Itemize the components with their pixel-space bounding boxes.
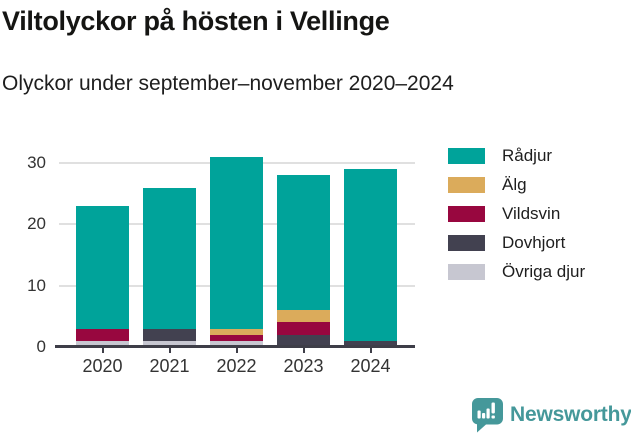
bar-chart-speech-bubble-icon	[472, 398, 503, 433]
bar-segment-2020-Rådjur	[76, 205, 129, 329]
bar-segment-2022-Rådjur	[210, 156, 263, 329]
y-tick-label: 0	[36, 337, 46, 356]
brand-name: Newsworthy	[510, 403, 631, 426]
x-tick-label: 2020	[82, 356, 123, 376]
x-axis-tick	[168, 348, 171, 353]
x-tick-label: 2023	[283, 356, 324, 376]
x-axis-tick	[101, 348, 104, 353]
legend-label: Älg	[502, 175, 527, 194]
legend-swatch	[448, 206, 485, 222]
legend-swatch	[448, 235, 485, 251]
legend-item-Älg: Älg	[448, 175, 585, 194]
bar-segment-2022-Vildsvin	[210, 334, 263, 341]
legend-label: Rådjur	[502, 146, 553, 165]
legend-item-Övriga djur: Övriga djur	[448, 262, 586, 281]
legend-label: Övriga djur	[502, 262, 586, 281]
chart-title: Viltolyckor på hösten i Vellinge	[2, 6, 390, 36]
legend-swatch	[448, 148, 485, 164]
bar-segment-2022-Övriga djur	[210, 340, 263, 347]
legend-swatch	[448, 264, 485, 280]
x-tick-label: 2021	[149, 356, 190, 376]
bar-segment-2023-Dovhjort	[277, 334, 330, 347]
x-tick-label: 2024	[350, 356, 391, 376]
newsworthy-logo: Newsworthy	[472, 398, 631, 433]
chart-subtitle: Olyckor under september–november 2020–20…	[2, 72, 454, 95]
legend-item-Rådjur: Rådjur	[448, 146, 585, 165]
legend-item-Dovhjort: Dovhjort	[448, 233, 585, 252]
x-axis-tick	[302, 348, 305, 353]
bar-segment-2020-Övriga djur	[76, 340, 129, 347]
legend-label: Vildsvin	[502, 204, 561, 223]
y-tick-label: 20	[27, 214, 46, 234]
legend-swatch	[448, 177, 485, 193]
bar-segment-2023-Rådjur	[277, 175, 330, 311]
chart-legend: Rådjur Älg Vildsvin Dovhjort Övriga djur	[448, 146, 586, 293]
bar-segment-2021-Dovhjort	[143, 328, 196, 341]
bar-segment-2021-Rådjur	[143, 187, 196, 329]
x-axis-tick	[235, 348, 238, 353]
bar-segment-2023-Älg	[277, 310, 330, 323]
y-tick-label: 10	[27, 275, 46, 295]
bar-segment-2022-Älg	[210, 328, 263, 335]
x-axis-tick	[369, 348, 372, 353]
bar-segment-2020-Vildsvin	[76, 328, 129, 341]
bar-segment-2024-Dovhjort	[344, 340, 397, 347]
bar-segment-2023-Vildsvin	[277, 322, 330, 335]
bar-segment-2024-Rådjur	[344, 169, 397, 341]
x-axis-line	[55, 345, 415, 348]
legend-label: Dovhjort	[502, 233, 566, 252]
y-tick-label: 30	[27, 153, 46, 172]
bar-segment-2021-Övriga djur	[143, 340, 196, 347]
x-tick-label: 2022	[216, 356, 257, 376]
plot-area: 0 10 20 30 2020 2021 2022 2023 2024	[27, 140, 415, 376]
legend-item-Vildsvin: Vildsvin	[448, 204, 585, 223]
